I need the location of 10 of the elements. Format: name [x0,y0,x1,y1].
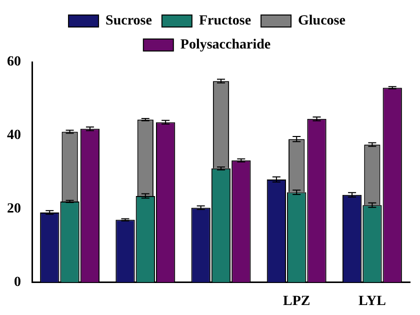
y-tick-label: 60 [7,54,21,70]
legend-label: Glucose [298,14,346,29]
legend-label: Polysaccharide [180,38,271,53]
x-tick-label: LPZ [282,294,310,310]
legend-label: Sucrose [106,14,152,29]
y-tick-label: 40 [7,128,21,144]
y-tick-label: 20 [7,201,21,216]
legend-label: Fructose [198,14,252,29]
y-tick-label: 0 [14,274,21,290]
x-tick-label: LYL [358,294,386,310]
